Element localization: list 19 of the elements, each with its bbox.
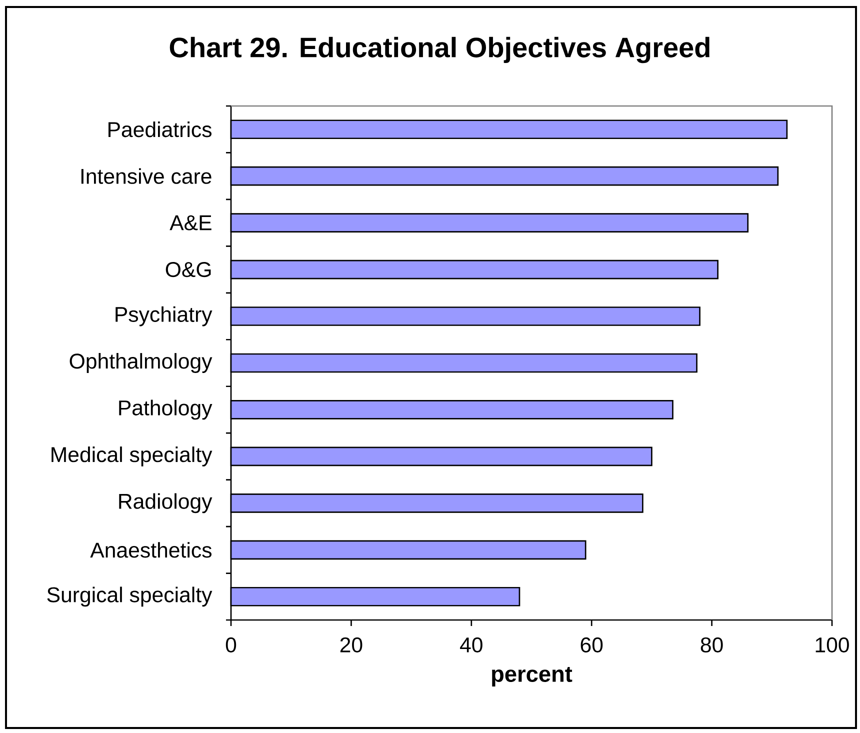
y-tick-label: Ophthalmology xyxy=(70,353,212,373)
y-tick-label: Surgical specialty xyxy=(47,586,212,607)
x-tick-label: 60 xyxy=(580,637,603,652)
x-tick-label: 100 xyxy=(816,637,849,652)
x-tick-label: 20 xyxy=(340,637,362,652)
y-tick-label: Psychiatry xyxy=(116,306,212,326)
y-tick-label: Anaesthetics xyxy=(90,542,212,558)
x-tick-label: 40 xyxy=(460,637,482,652)
x-tick-label: 80 xyxy=(700,637,723,652)
x-tick-label: 0 xyxy=(226,637,236,652)
y-tick-label: O&G xyxy=(166,262,211,278)
y-tick-label: Paediatrics xyxy=(108,122,212,138)
y-tick-label: Pathology xyxy=(119,400,212,420)
x-axis-title: percent xyxy=(492,666,572,686)
y-tick-label: A&E xyxy=(170,215,212,230)
y-tick-label: Medical specialty xyxy=(52,446,212,466)
chart-title: Chart 29. Educational Objectives Agreed xyxy=(170,36,710,64)
y-tick-label: Intensive care xyxy=(81,168,212,184)
y-tick-label: Radiology xyxy=(119,493,212,514)
